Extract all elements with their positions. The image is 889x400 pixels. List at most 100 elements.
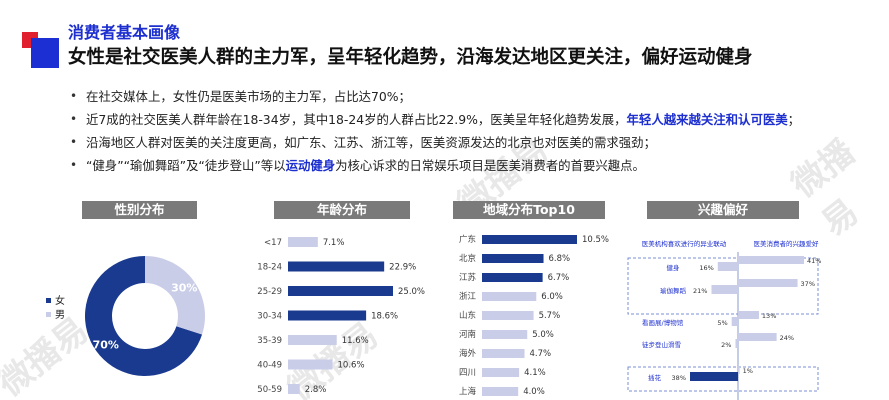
bar-<17 (288, 237, 318, 247)
decor-square-blue (31, 38, 59, 68)
region-chart-title: 地域分布Top10 (453, 201, 605, 219)
bar-江苏 (482, 273, 543, 282)
bar-四川 (482, 368, 520, 377)
category-label: 40-49 (257, 361, 282, 371)
legend-swatch (46, 312, 51, 317)
category-label: 浙江 (459, 291, 477, 302)
category-label: 四川 (459, 368, 476, 378)
bar-上海 (482, 387, 519, 396)
category-label: 25-29 (257, 287, 282, 297)
category-label: 海外 (459, 348, 477, 359)
category-label: 北京 (459, 253, 476, 264)
category-label: 30-34 (257, 312, 282, 322)
bar-广东 (482, 235, 577, 244)
bullet-text: 在社交媒体上，女性仍是医美市场的主力军，占比达70%； (86, 89, 411, 104)
right-column-header: 医美消费者的兴趣爱好 (754, 239, 820, 248)
interest-category-label: 插花 (648, 373, 662, 382)
highlight-box (627, 366, 819, 392)
legend-label: 男 (55, 309, 65, 321)
bar-北京 (482, 254, 544, 263)
pie-slice-label: 30% (171, 281, 197, 294)
interest-category-label: 看画展/博物馆 (642, 318, 684, 327)
bullet-list: 在社交媒体上，女性仍是医美市场的主力军，占比达70%； 近7成的社交医美人群年龄… (70, 85, 870, 177)
bullet-item: 近7成的社交医美人群年龄在18-34岁，其中18-24岁的人群占比22.9%，医… (70, 108, 870, 131)
bar-河南 (482, 330, 528, 339)
pie-slice-女 (85, 256, 203, 376)
interest-chart-title: 兴趣偏好 (647, 201, 799, 219)
section-subtitle: 消费者基本画像 (68, 23, 181, 42)
left-bar-瑜伽舞蹈 (711, 285, 738, 294)
bar-value-label: 2.8% (305, 385, 327, 395)
right-bar-value: 37% (801, 280, 815, 288)
bar-value-label: 11.6% (342, 336, 369, 346)
bar-25-29 (288, 286, 393, 296)
pie-slice-男 (145, 256, 205, 335)
bar-value-label: 10.5% (582, 235, 609, 245)
category-label: 广东 (459, 234, 476, 245)
left-bar-健身 (717, 262, 738, 271)
bar-value-label: 4.0% (523, 387, 545, 397)
left-bar-插花 (690, 372, 738, 381)
left-bar-看画展/博物馆 (731, 317, 738, 326)
legend-label: 女 (55, 294, 65, 307)
right-bar-健身 (738, 256, 804, 264)
highlight-box (627, 257, 819, 315)
right-bar-看画展/博物馆 (738, 311, 759, 319)
bullet-text: 近7成的社交医美人群年龄在18-34岁，其中18-24岁的人群占比22.9%，医… (86, 112, 627, 127)
left-bar-value: 5% (717, 319, 727, 327)
bar-value-label: 22.9% (389, 263, 416, 273)
bullet-text: “健身”“瑜伽舞蹈”及“徒步登山”等以 (86, 158, 286, 173)
bar-value-label: 5.0% (532, 330, 554, 340)
bullet-text: ； (787, 112, 801, 127)
bar-40-49 (288, 359, 333, 370)
bar-value-label: 6.7% (548, 273, 570, 283)
bar-浙江 (482, 292, 537, 301)
pie-slice-label: 70% (93, 339, 119, 352)
bar-value-label: 4.1% (524, 368, 546, 378)
bar-value-label: 4.7% (530, 349, 552, 359)
left-bar-value: 16% (699, 264, 713, 272)
category-label: <17 (264, 238, 282, 248)
left-bar-徒步登山滑雪 (735, 339, 738, 348)
bullet-text: 为核心诉求的日常娱乐项目是医美消费者的首要兴趣点。 (335, 158, 645, 173)
gender-chart-title: 性别分布 (82, 201, 197, 219)
bullet-text: 沿海地区人群对医美的关注度更高，如广东、江苏、浙江等，医美资源发达的北京也对医美… (86, 135, 656, 150)
bullet-item: “健身”“瑜伽舞蹈”及“徒步登山”等以运动健身为核心诉求的日常娱乐项目是医美消费… (70, 154, 870, 177)
bullet-item: 在社交媒体上，女性仍是医美市场的主力军，占比达70%； (70, 85, 870, 108)
bar-18-24 (288, 261, 385, 272)
category-label: 江苏 (459, 272, 477, 283)
legend-swatch (46, 298, 51, 303)
bar-value-label: 6.0% (541, 292, 563, 302)
bar-山东 (482, 311, 534, 320)
bullet-highlight: 年轻人越来越关注和认可医美 (626, 112, 788, 127)
left-bar-value: 38% (672, 374, 686, 382)
left-column-header: 医美机构喜欢进行的异业联动 (642, 239, 727, 248)
category-label: 山东 (459, 310, 476, 321)
bar-30-34 (288, 310, 367, 321)
right-bar-插花 (738, 366, 740, 374)
category-label: 50-59 (257, 385, 282, 395)
category-label: 上海 (459, 386, 477, 397)
interest-category-label: 徒步登山滑雪 (642, 340, 681, 349)
age-chart-title: 年龄分布 (274, 201, 410, 219)
bar-value-label: 25.0% (398, 287, 425, 297)
left-bar-value: 2% (721, 341, 731, 349)
interest-category-label: 瑜伽舞蹈 (660, 286, 687, 295)
bar-value-label: 6.8% (549, 254, 571, 264)
right-bar-瑜伽舞蹈 (738, 279, 798, 287)
bar-value-label: 7.1% (323, 238, 345, 248)
bar-value-label: 5.7% (539, 311, 561, 321)
bar-35-39 (288, 335, 337, 345)
right-bar-value: 1% (743, 367, 753, 375)
interest-category-label: 健身 (667, 263, 681, 272)
bar-50-59 (288, 384, 300, 394)
bullet-highlight: 运动健身 (285, 158, 336, 173)
category-label: 18-24 (257, 263, 282, 273)
category-label: 河南 (459, 329, 476, 340)
category-label: 35-39 (257, 336, 282, 346)
right-bar-徒步登山滑雪 (738, 333, 777, 341)
